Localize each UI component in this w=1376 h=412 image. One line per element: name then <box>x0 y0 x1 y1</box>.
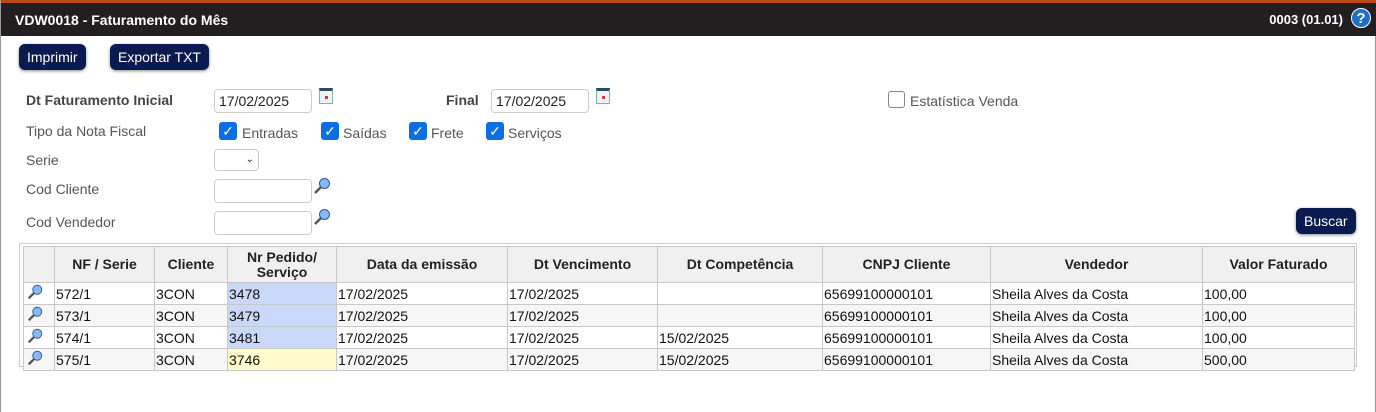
entradas-checkbox[interactable]: ✓ <box>219 122 237 140</box>
table-cell: 3CON <box>154 304 228 327</box>
search-icon[interactable] <box>312 176 332 196</box>
table-cell <box>657 304 823 327</box>
title-bar: VDW0018 - Faturamento do Mês 0003 (01.01… <box>1 0 1376 36</box>
version-label: 0003 (01.01) <box>1269 12 1343 27</box>
table-row[interactable]: 572/1 3CON 3478 17/02/2025 17/02/2025 6569910… <box>23 282 1355 305</box>
table-cell <box>657 282 823 305</box>
table-cell: 15/02/2025 <box>657 348 823 371</box>
table-cell: 572/1 <box>54 282 155 305</box>
table-cell: 500,00 <box>1202 348 1355 371</box>
table-cell: 17/02/2025 <box>336 348 508 371</box>
table-cell: 65699100000101 <box>822 304 991 327</box>
column-header[interactable]: NF / Serie <box>54 246 155 283</box>
search-icon[interactable] <box>312 207 332 227</box>
results-table: NF / Serie Cliente Nr Pedido/ Serviço Data … <box>23 246 1355 371</box>
table-cell: Sheila Alves da Costa <box>990 304 1203 327</box>
table-cell: 573/1 <box>54 304 155 327</box>
tipo-label: Tipo da Nota Fiscal <box>26 123 147 139</box>
chevron-down-icon: ⌄ <box>245 154 254 165</box>
table-cell: 17/02/2025 <box>507 348 658 371</box>
table-cell: 17/02/2025 <box>507 326 658 349</box>
table-cell: 3478 <box>227 282 337 305</box>
table-cell: 100,00 <box>1202 304 1355 327</box>
search-button[interactable]: Buscar <box>1296 208 1356 234</box>
estatistica-checkbox[interactable] <box>888 91 905 108</box>
table-cell: 100,00 <box>1202 326 1355 349</box>
table-cell: 17/02/2025 <box>336 282 508 305</box>
table-cell: 3CON <box>154 282 228 305</box>
column-header[interactable]: CNPJ Cliente <box>822 246 991 283</box>
question-icon[interactable]: ? <box>1351 8 1371 28</box>
cliente-input[interactable] <box>214 179 312 203</box>
saidas-checkbox[interactable]: ✓ <box>321 122 339 140</box>
table-row[interactable]: 573/1 3CON 3479 17/02/2025 17/02/2025 6569910… <box>23 304 1355 327</box>
search-icon[interactable] <box>25 283 45 301</box>
table-cell: 17/02/2025 <box>507 304 658 327</box>
table-cell: 574/1 <box>54 326 155 349</box>
view-row-button[interactable] <box>23 282 55 305</box>
column-header[interactable]: Nr Pedido/ Serviço <box>227 246 337 283</box>
print-button[interactable]: Imprimir <box>19 44 86 70</box>
window-title: VDW0018 - Faturamento do Mês <box>15 12 229 28</box>
view-row-button[interactable] <box>23 326 55 349</box>
table-cell: 3479 <box>227 304 337 327</box>
table-cell: 65699100000101 <box>822 326 991 349</box>
table-cell: Sheila Alves da Costa <box>990 282 1203 305</box>
column-header[interactable] <box>23 246 55 283</box>
vendedor-label: Cod Vendedor <box>26 214 116 230</box>
table-row[interactable]: 575/1 3CON 3746 17/02/2025 17/02/2025 15/02/2… <box>23 348 1355 371</box>
dt-final-input[interactable]: 17/02/2025 <box>491 89 589 113</box>
dt-inicial-input[interactable]: 17/02/2025 <box>214 89 312 113</box>
servicos-checkbox[interactable]: ✓ <box>486 122 504 140</box>
column-header[interactable]: Dt Vencimento <box>507 246 658 283</box>
view-row-button[interactable] <box>23 348 55 371</box>
table-cell: 3CON <box>154 326 228 349</box>
table-cell: 575/1 <box>54 348 155 371</box>
dt-inicial-label: Dt Faturamento Inicial <box>26 92 174 108</box>
dt-final-label: Final <box>446 92 479 108</box>
table-cell: 17/02/2025 <box>336 326 508 349</box>
table-cell: 3481 <box>227 326 337 349</box>
serie-label: Serie <box>26 152 59 168</box>
column-header[interactable]: Vendedor <box>990 246 1203 283</box>
search-icon[interactable] <box>25 305 45 323</box>
search-icon[interactable] <box>25 349 45 367</box>
estatistica-label: Estatística Venda <box>910 93 1019 109</box>
export-txt-button[interactable]: Exportar TXT <box>110 44 209 70</box>
column-header[interactable]: Valor Faturado <box>1202 246 1355 283</box>
frete-label: Frete <box>431 125 464 141</box>
entradas-label: Entradas <box>242 125 299 141</box>
serie-select[interactable]: ⌄ <box>214 149 259 171</box>
frete-checkbox[interactable]: ✓ <box>409 122 427 140</box>
view-row-button[interactable] <box>23 304 55 327</box>
column-header[interactable]: Dt Competência <box>657 246 823 283</box>
table-row[interactable]: 574/1 3CON 3481 17/02/2025 17/02/2025 15/02/2… <box>23 326 1355 349</box>
table-cell: 65699100000101 <box>822 282 991 305</box>
table-cell: Sheila Alves da Costa <box>990 348 1203 371</box>
table-cell: 3746 <box>227 348 337 371</box>
servicos-label: Serviços <box>508 125 562 141</box>
search-icon[interactable] <box>25 327 45 345</box>
table-cell: 17/02/2025 <box>507 282 658 305</box>
vendedor-input[interactable] <box>214 211 312 235</box>
saidas-label: Saídas <box>343 125 387 141</box>
column-header[interactable]: Data da emissão <box>336 246 508 283</box>
table-cell: Sheila Alves da Costa <box>990 326 1203 349</box>
cliente-label: Cod Cliente <box>26 181 100 197</box>
column-header[interactable]: Cliente <box>154 246 228 283</box>
calendar-icon[interactable] <box>596 88 610 104</box>
table-cell: 3CON <box>154 348 228 371</box>
table-cell: 65699100000101 <box>822 348 991 371</box>
table-cell: 15/02/2025 <box>657 326 823 349</box>
table-cell: 100,00 <box>1202 282 1355 305</box>
table-cell: 17/02/2025 <box>336 304 508 327</box>
calendar-icon[interactable] <box>319 88 333 104</box>
